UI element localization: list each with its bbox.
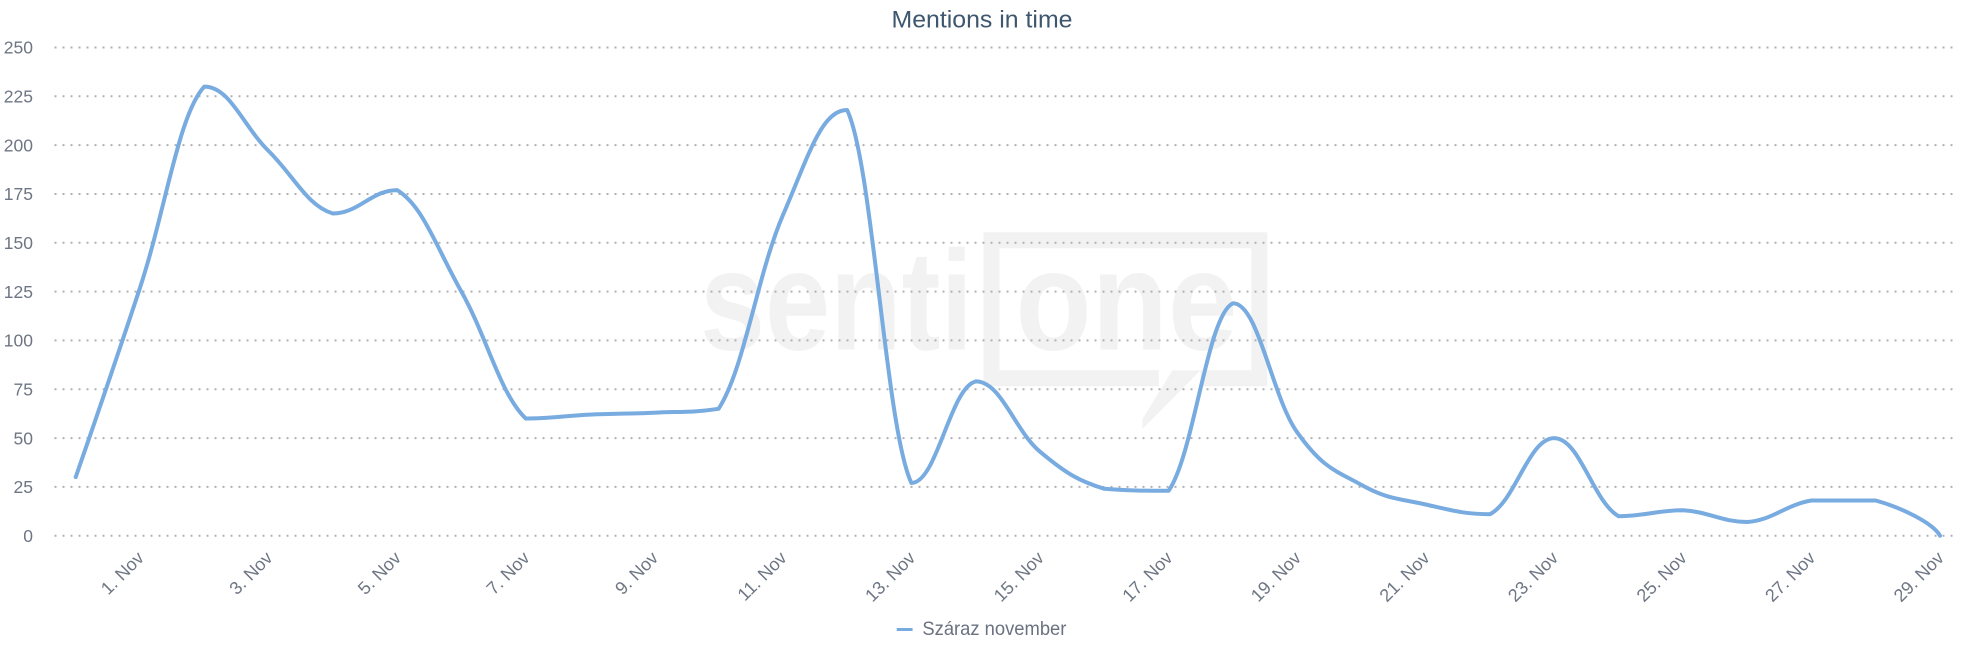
svg-text:50: 50 (14, 428, 34, 448)
svg-text:150: 150 (4, 233, 33, 253)
svg-text:225: 225 (4, 87, 33, 107)
svg-text:Száraz november: Száraz november (922, 618, 1066, 640)
svg-text:250: 250 (4, 38, 33, 58)
svg-text:Mentions in time: Mentions in time (892, 7, 1073, 34)
svg-text:200: 200 (4, 135, 33, 155)
svg-text:75: 75 (14, 379, 33, 399)
svg-text:0: 0 (23, 526, 33, 546)
svg-text:senti: senti (700, 222, 973, 381)
svg-text:25: 25 (14, 477, 33, 497)
svg-text:175: 175 (4, 184, 33, 204)
svg-text:125: 125 (4, 282, 33, 302)
svg-text:100: 100 (4, 331, 33, 351)
